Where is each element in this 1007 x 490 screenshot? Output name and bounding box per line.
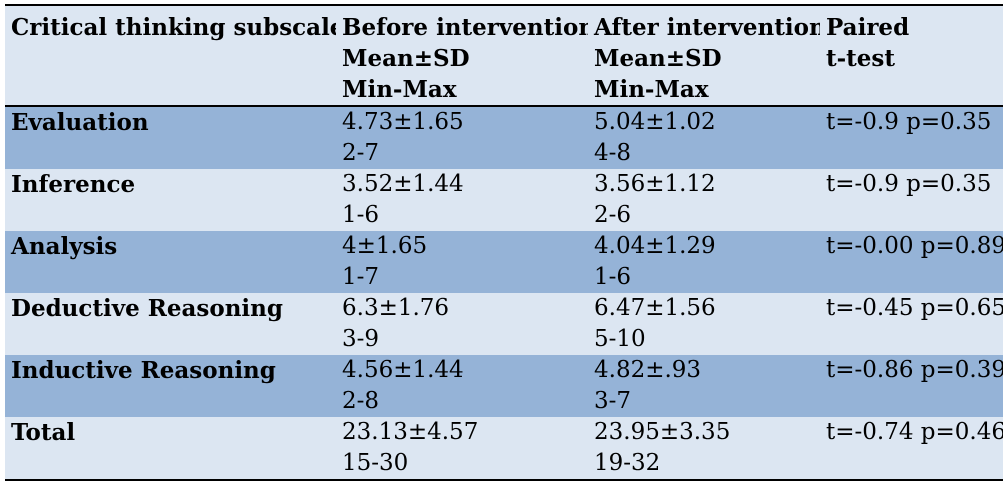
table-row: Inference 3.52±1.44 1-6 3.56±1.12 2-6 t=… xyxy=(5,169,1003,231)
mean-sd: 4.73±1.65 xyxy=(342,109,464,135)
after-cell: 6.47±1.56 5-10 xyxy=(588,293,820,355)
ttest-cell: t=-0.9 p=0.35 xyxy=(820,106,1003,169)
table-row: Evaluation 4.73±1.65 2-7 5.04±1.02 4-8 t… xyxy=(5,106,1003,169)
min-max: 1-6 xyxy=(342,202,380,228)
mean-sd: 3.56±1.12 xyxy=(594,171,716,197)
min-max: 1-6 xyxy=(594,264,632,290)
mean-sd: 4.56±1.44 xyxy=(342,357,464,383)
table-row: Analysis 4±1.65 1-7 4.04±1.29 1-6 t=-0.0… xyxy=(5,231,1003,293)
row-label: Analysis xyxy=(5,231,336,293)
header-subscales: Critical thinking subscales xyxy=(5,5,336,107)
mean-sd: 6.3±1.76 xyxy=(342,295,450,321)
min-max: 2-7 xyxy=(342,140,380,166)
before-cell: 3.52±1.44 1-6 xyxy=(336,169,588,231)
mean-sd: 4.04±1.29 xyxy=(594,233,716,259)
table-header-row: Critical thinking subscales Before inter… xyxy=(5,5,1003,107)
ttest-cell: t=-0.86 p=0.39 xyxy=(820,355,1003,417)
after-cell: 5.04±1.02 4-8 xyxy=(588,106,820,169)
header-line: After intervention xyxy=(594,14,820,41)
header-ttest: Paired t-test xyxy=(820,5,1003,107)
min-max: 15-30 xyxy=(342,450,409,476)
row-label: Deductive Reasoning xyxy=(5,293,336,355)
table-row: Total 23.13±4.57 15-30 23.95±3.35 19-32 … xyxy=(5,417,1003,480)
mean-sd: 6.47±1.56 xyxy=(594,295,716,321)
min-max: 5-10 xyxy=(594,326,646,352)
header-line: Critical thinking subscales xyxy=(11,14,336,41)
ttest-cell: t=-0.9 p=0.35 xyxy=(820,169,1003,231)
header-line: Mean±SD xyxy=(594,45,722,72)
row-label: Total xyxy=(5,417,336,480)
mean-sd: 4.82±.93 xyxy=(594,357,702,383)
min-max: 4-8 xyxy=(594,140,632,166)
before-cell: 4.56±1.44 2-8 xyxy=(336,355,588,417)
results-table: Critical thinking subscales Before inter… xyxy=(5,4,1003,481)
header-line: Paired xyxy=(826,14,910,41)
ttest-cell: t=-0.74 p=0.46 xyxy=(820,417,1003,480)
row-label: Evaluation xyxy=(5,106,336,169)
mean-sd: 5.04±1.02 xyxy=(594,109,716,135)
table-row: Inductive Reasoning 4.56±1.44 2-8 4.82±.… xyxy=(5,355,1003,417)
after-cell: 4.04±1.29 1-6 xyxy=(588,231,820,293)
header-line: Min-Max xyxy=(342,76,457,103)
mean-sd: 4±1.65 xyxy=(342,233,428,259)
min-max: 19-32 xyxy=(594,450,661,476)
mean-sd: 3.52±1.44 xyxy=(342,171,464,197)
header-line: Mean±SD xyxy=(342,45,470,72)
header-before: Before intervention Mean±SD Min-Max xyxy=(336,5,588,107)
after-cell: 23.95±3.35 19-32 xyxy=(588,417,820,480)
header-after: After intervention Mean±SD Min-Max xyxy=(588,5,820,107)
row-label: Inductive Reasoning xyxy=(5,355,336,417)
before-cell: 23.13±4.57 15-30 xyxy=(336,417,588,480)
min-max: 2-8 xyxy=(342,388,380,414)
after-cell: 4.82±.93 3-7 xyxy=(588,355,820,417)
row-label: Inference xyxy=(5,169,336,231)
min-max: 2-6 xyxy=(594,202,632,228)
table-row: Deductive Reasoning 6.3±1.76 3-9 6.47±1.… xyxy=(5,293,1003,355)
ttest-cell: t=-0.45 p=0.65 xyxy=(820,293,1003,355)
min-max: 1-7 xyxy=(342,264,380,290)
mean-sd: 23.13±4.57 xyxy=(342,419,479,445)
header-line: Min-Max xyxy=(594,76,709,103)
min-max: 3-9 xyxy=(342,326,380,352)
header-line: Before intervention xyxy=(342,14,588,41)
header-line: t-test xyxy=(826,45,895,72)
before-cell: 6.3±1.76 3-9 xyxy=(336,293,588,355)
before-cell: 4±1.65 1-7 xyxy=(336,231,588,293)
after-cell: 3.56±1.12 2-6 xyxy=(588,169,820,231)
min-max: 3-7 xyxy=(594,388,632,414)
ttest-cell: t=-0.00 p=0.89 xyxy=(820,231,1003,293)
before-cell: 4.73±1.65 2-7 xyxy=(336,106,588,169)
mean-sd: 23.95±3.35 xyxy=(594,419,731,445)
